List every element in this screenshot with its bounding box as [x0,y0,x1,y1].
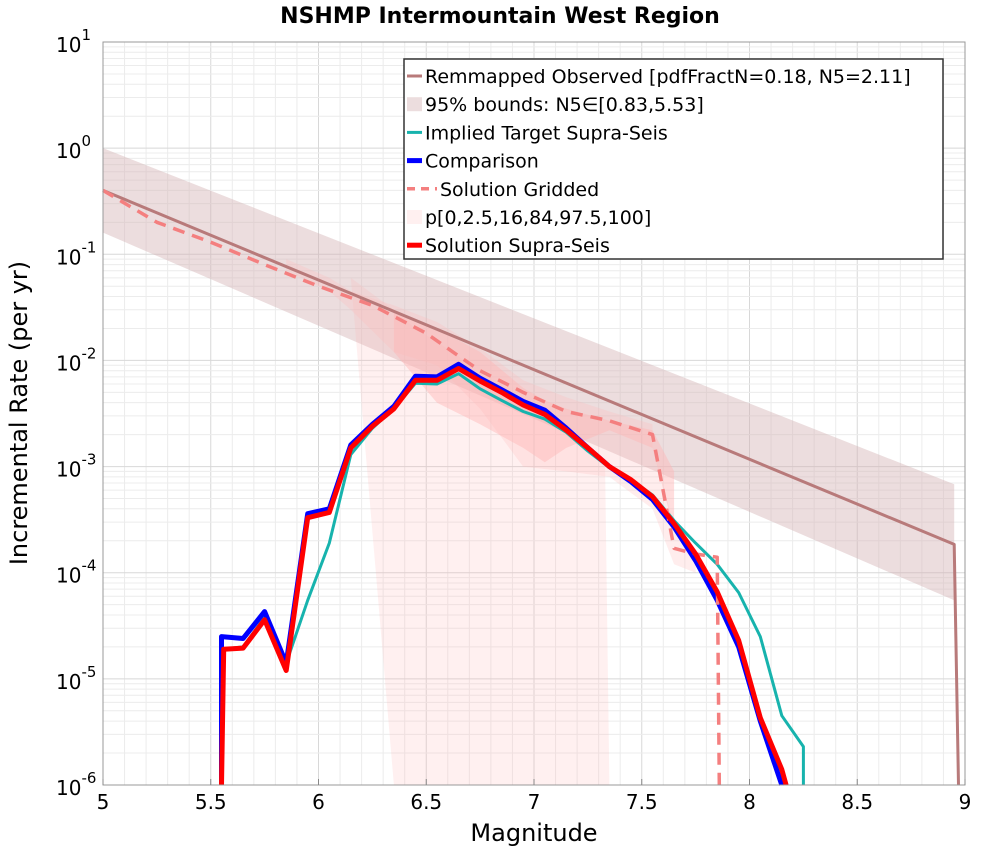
band-1 [350,277,610,785]
y-tick-label: 10-3 [56,451,96,482]
legend-swatch [407,97,422,112]
series-line-3 [102,188,722,786]
x-tick-label: 7.5 [626,790,658,814]
x-axis-label: Magnitude [470,819,597,847]
x-tick-label: 5.5 [195,790,227,814]
x-tick-label: 5 [97,790,110,814]
series-line-1 [220,372,805,785]
grid [102,42,966,786]
series-layer [102,188,960,786]
y-tick-label: 10-1 [56,238,96,269]
y-axis-ticks: 10-6 10-5 10-4 10-3 10-2 10-1 100 101 [56,26,96,800]
legend-label: Remmapped Observed [pdfFractN=0.18, N5=2… [425,66,911,88]
x-tick-label: 8.5 [841,790,873,814]
series-line-4 [219,366,789,786]
band-0 [103,148,955,601]
legend: Remmapped Observed [pdfFractN=0.18, N5=2… [403,58,944,260]
legend-label: Comparison [425,151,539,173]
x-tick-label: 6 [312,790,325,814]
y-tick-label: 10-6 [56,769,96,800]
y-tick-label: 101 [56,26,91,57]
y-axis-label: Incremental Rate (per yr) [5,261,33,565]
x-axis-ticks: 5 5.5 6 6.5 7 7.5 8 8.5 9 [97,779,972,814]
legend-label: Solution Gridded [440,179,599,201]
legend-box [403,58,944,260]
x-tick-label: 8 [743,790,756,814]
y-tick-label: 10-4 [56,557,96,588]
legend-label: 95% bounds: N5∈[0.83,5.53] [425,94,704,116]
x-tick-label: 9 [959,790,972,814]
legend-label: p[0,2.5,16,84,97.5,100] [425,207,651,229]
band-2 [286,259,696,573]
legend-label: Implied Target Supra-Seis [425,122,668,144]
chart-title: NSHMP Intermountain West Region [280,4,720,29]
y-tick-label: 10-5 [56,663,96,694]
y-tick-label: 100 [56,132,91,163]
x-tick-label: 7 [528,790,541,814]
legend-swatch [407,210,422,224]
x-tick-label: 6.5 [410,790,442,814]
series-line-0 [102,189,960,786]
legend-label: Solution Supra-Seis [425,235,610,257]
y-tick-label: 10-2 [56,344,96,375]
